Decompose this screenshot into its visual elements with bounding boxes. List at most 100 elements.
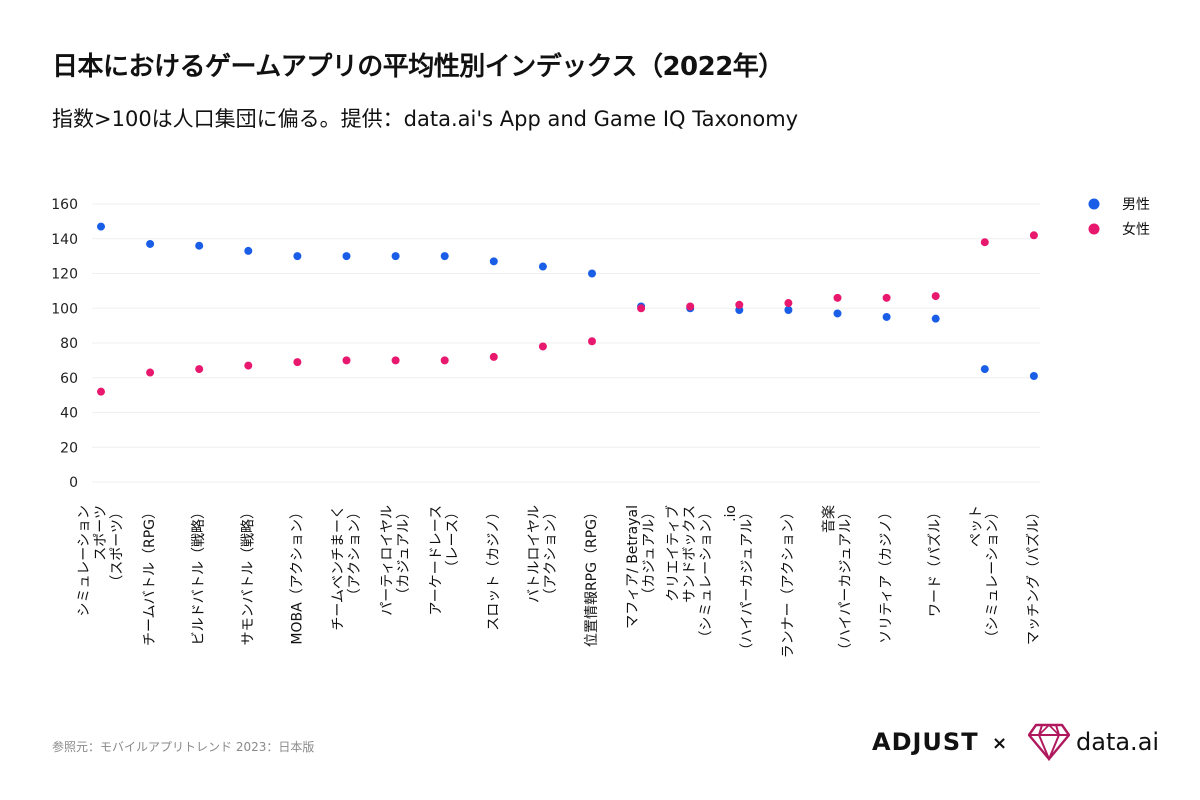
y-tick-label: 40 [60, 406, 78, 422]
dataai-gem-icon [1028, 723, 1070, 761]
x-tick-label: パーティロイヤル （カジュアル） [379, 505, 412, 616]
male-data-point [882, 312, 891, 321]
x-tick-label-line: MOBA（アクション） [289, 505, 305, 645]
male-data-point [146, 239, 155, 248]
female-data-point [342, 356, 351, 365]
chart-title: 日本におけるゲームアプリの平均性別インデックス（2022年） [52, 52, 784, 82]
y-tick-label: 20 [60, 440, 78, 456]
x-tick-label-line: シミュレーション [77, 505, 93, 616]
female-data-point [538, 342, 547, 351]
y-tick-label: 120 [51, 267, 78, 283]
male-data-point [293, 252, 302, 261]
male-data-point [391, 252, 400, 261]
female-data-point [686, 302, 695, 311]
female-data-point [833, 293, 842, 302]
x-tick-label-line: スポーツ [93, 505, 109, 561]
x-tick-label-line: （ハイパーカジュアル） [740, 505, 756, 657]
female-data-point [440, 356, 449, 365]
male-data-point [931, 314, 940, 323]
female-data-point [293, 358, 302, 367]
x-tick-label-line: ペット [969, 505, 985, 547]
female-data-point [195, 365, 204, 374]
y-tick-label: 140 [51, 232, 78, 248]
x-tick-label-line: （ハイパーカジュアル） [838, 505, 854, 657]
male-data-point [97, 222, 105, 231]
x-tick-label-line: ワード（パズル） [928, 505, 944, 617]
x-tick-label: 位置情報RPG（RPG） [584, 505, 600, 647]
male-data-point [440, 252, 449, 261]
logo-separator: × [992, 733, 1008, 754]
x-tick-label: ビルドバトル（戦略） [191, 505, 207, 645]
female-data-point [735, 300, 744, 309]
x-tick-label-line: （アクション） [543, 505, 559, 602]
y-tick-label: 160 [51, 197, 78, 213]
x-tick-label-line: （シミュレーション） [699, 505, 715, 644]
chart-subtitle: 指数>100は人口集団に偏る。提供：data.ai's App and Game… [52, 107, 799, 131]
x-tick-label-line: ビルドバトル（戦略） [191, 505, 207, 645]
x-tick-label: チームベンチまーく （アクション） [330, 505, 363, 631]
female-data-point [244, 361, 253, 370]
x-tick-label-line: （シミュレーション） [985, 505, 1001, 644]
male-data-point [538, 262, 547, 271]
x-tick-label: シミュレーション スポーツ （スポーツ） [77, 505, 126, 616]
x-tick-label: ペット （シミュレーション） [969, 505, 1002, 644]
x-tick-label-line: マフィア/ Betrayal [625, 505, 641, 629]
female-data-point [97, 387, 105, 396]
x-tick-label: ワード（パズル） [928, 505, 944, 617]
x-tick-label: ランナー（アクション） [780, 505, 796, 658]
male-data-point [980, 365, 989, 374]
male-data-point [833, 309, 842, 318]
x-tick-label-line: 音楽 [820, 505, 837, 533]
y-tick-label: 100 [51, 301, 78, 317]
x-tick-label-line: ランナー（アクション） [780, 505, 796, 658]
x-tick-label-line: （アクション） [347, 505, 363, 602]
x-tick-label: サモンバトル（戦略） [240, 505, 256, 645]
x-tick-label-line: （レース） [445, 505, 461, 574]
male-data-point [244, 246, 253, 255]
female-data-point [489, 352, 498, 361]
female-data-point [784, 299, 793, 308]
y-tick-label: 0 [69, 475, 78, 491]
female-data-point [146, 368, 155, 377]
dot-plot-chart: 0 20 40 60 80 100 120 140 160 シミュレーション スポーツ （スポーツ） チ… [51, 197, 1150, 658]
x-tick-label-line: バトルロイヤル [527, 505, 543, 603]
x-tick-label: マフィア/ Betrayal （カジュアル） [625, 505, 658, 629]
x-tick-label: MOBA（アクション） [289, 505, 305, 645]
x-tick-label: バトルロイヤル （アクション） [527, 505, 560, 603]
legend-marker [1088, 198, 1100, 210]
x-tick-label: チームバトル（RPG） [142, 505, 158, 646]
x-tick-label-line: パーティロイヤル [379, 505, 395, 616]
x-tick-label: マッチング（パズル） [1026, 505, 1042, 645]
female-data-point [391, 356, 400, 365]
male-data-point [195, 241, 204, 250]
y-tick-label: 60 [60, 371, 78, 387]
x-tick-label-line: チームバトル（RPG） [142, 505, 158, 646]
x-tick-label-line: サンドボックス [682, 505, 698, 603]
x-tick-label-line: マッチング（パズル） [1026, 505, 1042, 645]
legend-marker [1088, 223, 1100, 235]
x-tick-label: アーケードレース （レース） [428, 505, 461, 615]
x-tick-label-line: スロット（カジノ） [486, 505, 502, 631]
female-data-point [931, 292, 940, 301]
legend-label: 女性 [1122, 221, 1150, 238]
x-tick-label: スロット（カジノ） [486, 505, 502, 631]
x-tick-label: .io （ハイパーカジュアル） [723, 505, 756, 657]
male-data-point [1029, 372, 1038, 381]
x-tick-label-line: （カジュアル） [396, 505, 412, 602]
x-tick-label-line: .io [723, 505, 739, 522]
y-tick-label: 80 [60, 336, 78, 352]
x-tick-label-line: （カジュアル） [641, 505, 657, 602]
x-tick-label-line: チームベンチまーく [330, 505, 346, 631]
x-tick-label-line: クリエイティブ [665, 505, 682, 602]
female-data-point [1029, 231, 1038, 240]
male-data-point [588, 269, 596, 278]
female-data-point [588, 337, 596, 346]
source-note: 参照元：モバイルアプリトレンド 2023：日本版 [52, 740, 315, 754]
legend-label: 男性 [1122, 197, 1150, 213]
adjust-logo: ADJUST [872, 728, 979, 756]
dataai-logo-text: data.ai [1076, 728, 1160, 756]
x-tick-label-line: 位置情報RPG（RPG） [584, 505, 600, 647]
female-data-point [980, 238, 989, 247]
male-data-point [489, 257, 498, 266]
female-data-point [637, 304, 646, 313]
